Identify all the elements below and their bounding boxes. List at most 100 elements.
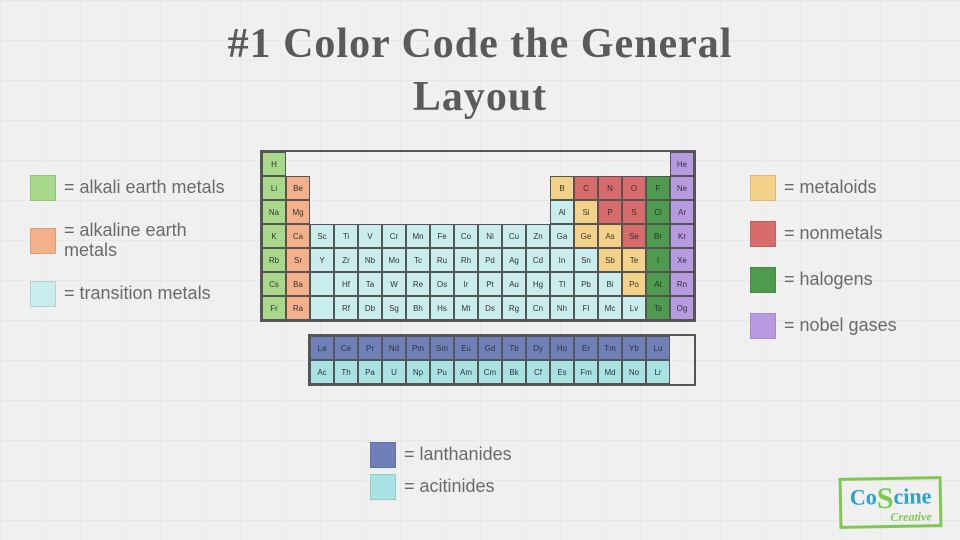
element-cell: Bk — [502, 360, 526, 384]
element-cell: Fm — [574, 360, 598, 384]
brand-logo: CoScine Creative — [839, 477, 942, 528]
logo-creative: Creative — [850, 509, 932, 525]
empty-cell — [382, 200, 406, 224]
element-cell: Cu — [502, 224, 526, 248]
element-cell: Hg — [526, 272, 550, 296]
element-cell: Nd — [382, 336, 406, 360]
legend-label: = metaloids — [784, 178, 920, 198]
element-cell: Sn — [574, 248, 598, 272]
element-cell: Tm — [598, 336, 622, 360]
legend-label: = acitinides — [404, 477, 620, 497]
element-cell: Ca — [286, 224, 310, 248]
element-cell: Cl — [646, 200, 670, 224]
element-cell: Pd — [478, 248, 502, 272]
empty-cell — [430, 200, 454, 224]
element-cell: Ne — [670, 176, 694, 200]
element-cell: I — [646, 248, 670, 272]
empty-cell — [358, 200, 382, 224]
color-swatch — [750, 221, 776, 247]
empty-cell — [334, 152, 358, 176]
color-swatch — [30, 228, 56, 254]
element-cell: Yb — [622, 336, 646, 360]
empty-cell — [478, 176, 502, 200]
element-cell: Li — [262, 176, 286, 200]
element-cell: Cd — [526, 248, 550, 272]
element-cell: Ti — [334, 224, 358, 248]
element-cell: Am — [454, 360, 478, 384]
element-cell: Ir — [454, 272, 478, 296]
element-cell: Dy — [526, 336, 550, 360]
element-cell: Br — [646, 224, 670, 248]
empty-cell — [406, 152, 430, 176]
empty-cell — [286, 152, 310, 176]
element-cell: Zr — [334, 248, 358, 272]
empty-cell — [430, 176, 454, 200]
element-cell: Pm — [406, 336, 430, 360]
element-cell: Mo — [382, 248, 406, 272]
element-cell: Ba — [286, 272, 310, 296]
element-cell: Tc — [406, 248, 430, 272]
element-cell: B — [550, 176, 574, 200]
element-cell: Fr — [262, 296, 286, 320]
element-cell: Sm — [430, 336, 454, 360]
color-swatch — [30, 175, 56, 201]
element-cell: F — [646, 176, 670, 200]
legend-left: = alkali earth metals= alkaline earth me… — [30, 175, 225, 307]
element-cell: Mt — [454, 296, 478, 320]
legend-label: = transition metals — [64, 284, 225, 304]
element-cell: As — [598, 224, 622, 248]
element-cell: Ru — [430, 248, 454, 272]
empty-cell — [454, 176, 478, 200]
element-cell: Er — [574, 336, 598, 360]
element-cell: Cr — [382, 224, 406, 248]
element-cell: Nb — [358, 248, 382, 272]
element-cell: La — [310, 336, 334, 360]
empty-cell — [550, 152, 574, 176]
main-table-grid: HHeLiBeBCNOFNeNaMgAlSiPSClArKCaScTiVCrMn… — [260, 150, 696, 322]
empty-cell — [310, 152, 334, 176]
logo-co: Co — [849, 484, 876, 509]
element-cell: Hs — [430, 296, 454, 320]
element-cell: Rg — [502, 296, 526, 320]
element-cell: Tb — [502, 336, 526, 360]
legend-item: = alkali earth metals — [30, 175, 225, 201]
element-cell: Bh — [406, 296, 430, 320]
empty-cell — [646, 152, 670, 176]
element-cell: Nh — [550, 296, 574, 320]
empty-cell — [574, 152, 598, 176]
legend-item: = lanthanides — [370, 442, 620, 468]
element-cell: Hf — [334, 272, 358, 296]
empty-cell — [502, 200, 526, 224]
empty-cell — [598, 152, 622, 176]
element-cell: Re — [406, 272, 430, 296]
empty-cell — [334, 200, 358, 224]
element-cell: Ni — [478, 224, 502, 248]
element-cell: At — [646, 272, 670, 296]
element-cell: U — [382, 360, 406, 384]
legend-item: = metaloids — [750, 175, 920, 201]
f-block-grid: LaCePrNdPmSmEuGdTbDyHoErTmYbLuAcThPaUNpP… — [308, 334, 696, 386]
legend-item: = nonmetals — [750, 221, 920, 247]
legend-label: = lanthanides — [404, 445, 620, 465]
element-cell: Rf — [334, 296, 358, 320]
element-cell: In — [550, 248, 574, 272]
element-cell: Lr — [646, 360, 670, 384]
legend-label: = nonmetals — [784, 224, 920, 244]
element-cell: No — [622, 360, 646, 384]
element-cell: Al — [550, 200, 574, 224]
element-cell: C — [574, 176, 598, 200]
element-cell: Og — [670, 296, 694, 320]
element-cell: Sb — [598, 248, 622, 272]
empty-cell — [502, 176, 526, 200]
legend-item: = halogens — [750, 267, 920, 293]
element-cell: Md — [598, 360, 622, 384]
title-line-2: Layout — [413, 74, 547, 120]
legend-item: = acitinides — [370, 474, 620, 500]
empty-cell — [310, 200, 334, 224]
element-cell: Sr — [286, 248, 310, 272]
element-cell: Pu — [430, 360, 454, 384]
legend-label: = halogens — [784, 270, 920, 290]
empty-cell — [526, 200, 550, 224]
legend-label: = nobel gases — [784, 316, 920, 336]
element-cell: Ga — [550, 224, 574, 248]
